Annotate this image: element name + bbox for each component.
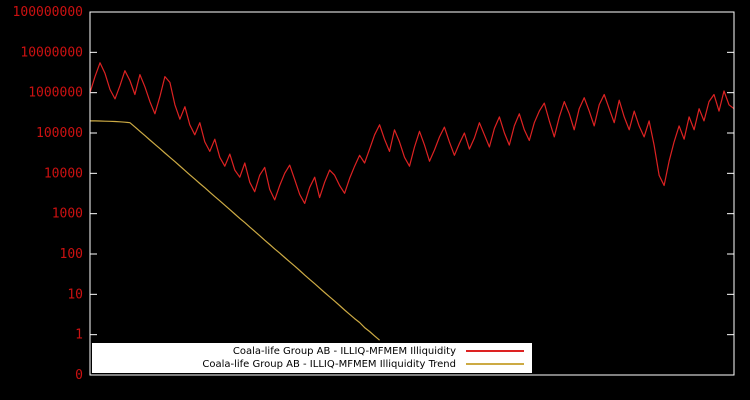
y-tick-label: 1 — [75, 328, 83, 343]
y-tick-label: 1000000 — [28, 86, 83, 101]
legend-label-trend: Coala-life Group AB - ILLIQ-MFMEM Illiqu… — [202, 358, 456, 370]
series-line-0 — [89, 62, 735, 204]
legend-line-sample-trend — [466, 363, 524, 365]
y-tick-label: 10 — [67, 287, 83, 302]
y-tick-label: 100 — [60, 247, 83, 262]
y-tick-label: 1000 — [52, 207, 83, 222]
y-tick-label: 0 — [75, 368, 83, 383]
y-tick-label: 10000000 — [20, 45, 83, 60]
y-tick-label: 100000 — [36, 126, 83, 141]
y-tick-label: 10000 — [44, 166, 83, 181]
series-line-1 — [90, 120, 380, 341]
plot-border — [89, 11, 735, 376]
legend-item-trend: Coala-life Group AB - ILLIQ-MFMEM Illiqu… — [100, 358, 524, 370]
chart-legend: Coala-life Group AB - ILLIQ-MFMEM Illiqu… — [92, 343, 532, 373]
y-tick-label: 100000000 — [13, 5, 83, 20]
legend-item-illiquidity: Coala-life Group AB - ILLIQ-MFMEM Illiqu… — [100, 345, 524, 357]
legend-label-illiquidity: Coala-life Group AB - ILLIQ-MFMEM Illiqu… — [232, 345, 456, 357]
legend-line-sample-illiquidity — [466, 350, 524, 352]
